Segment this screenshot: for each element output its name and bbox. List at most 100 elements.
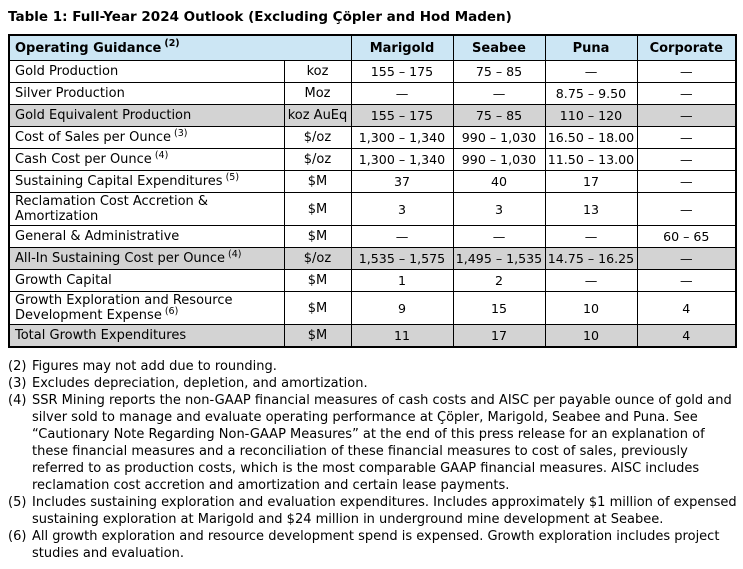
cell-puna: 10 (544, 324, 638, 347)
table-row-silver-production: Silver Production Moz — — 8.75 – 9.50 — (8, 82, 737, 105)
row-label-cell: Growth Capital (8, 269, 285, 292)
cell-seabee: 2 (452, 269, 546, 292)
footnote-text: All growth exploration and resource deve… (32, 528, 720, 561)
row-unit: $/oz (283, 126, 352, 149)
table-row-gold-production: Gold Production koz 155 – 175 75 – 85 — … (8, 60, 737, 83)
footnote-number: (2) (8, 358, 27, 374)
footnote-text: Figures may not add due to rounding. (32, 358, 277, 374)
cell-puna: 13 (544, 192, 638, 226)
table-row-aisc: All-In Sustaining Cost per Ounce (4) $/oz… (8, 247, 737, 270)
footnote-text: Excludes depreciation, depletion, and am… (32, 375, 368, 391)
row-label: Gold Equivalent Production (15, 108, 192, 123)
row-label-cell: Gold Equivalent Production (8, 104, 285, 127)
row-unit: $M (283, 170, 352, 193)
cell-corporate: — (636, 126, 737, 149)
cell-puna: 16.50 – 18.00 (544, 126, 638, 149)
cell-marigold: 37 (350, 170, 454, 193)
row-unit: $M (283, 269, 352, 292)
row-unit: $M (283, 324, 352, 347)
table-row-sustaining-capex: Sustaining Capital Expenditures (5) $M 37… (8, 170, 737, 193)
row-label: Gold Production (15, 64, 119, 79)
cell-marigold: 1 (350, 269, 454, 292)
row-label-cell: Total Growth Expenditures (8, 324, 285, 347)
row-label-cell: General & Administrative (8, 225, 285, 248)
row-label-cell: All-In Sustaining Cost per Ounce (4) (8, 247, 285, 270)
header-footnote-sup: (2) (164, 38, 180, 50)
column-header-operating-guidance: Operating Guidance (2) (8, 34, 352, 61)
row-label: General & Administrative (15, 229, 180, 244)
row-footnote-sup: (3) (174, 127, 188, 139)
cell-seabee: 40 (452, 170, 546, 193)
footnote-text: Includes sustaining exploration and eval… (32, 494, 737, 527)
cell-marigold: 9 (350, 291, 454, 325)
table-row-cost-of-sales: Cost of Sales per Ounce (3) $/oz 1,300 – … (8, 126, 737, 149)
row-footnote-sup: (4) (154, 149, 169, 161)
footnote-6: (6) All growth exploration and resource … (8, 528, 737, 562)
cell-marigold: 1,300 – 1,340 (350, 148, 454, 171)
cell-marigold: 3 (350, 192, 454, 226)
cell-marigold: — (350, 225, 454, 248)
row-label: Reclamation Cost Accretion & Amortizatio… (15, 194, 209, 224)
table-row-reclamation: Reclamation Cost Accretion & Amortizatio… (8, 192, 737, 226)
row-label: Silver Production (15, 86, 125, 101)
table-row-growth-exploration: Growth Exploration and Resource Developm… (8, 291, 737, 325)
row-label-cell: Growth Exploration and Resource Developm… (8, 291, 285, 325)
row-unit: $M (283, 192, 352, 226)
cell-marigold: 11 (350, 324, 454, 347)
cell-marigold: 1,535 – 1,575 (350, 247, 454, 270)
row-unit: Moz (283, 82, 352, 105)
row-unit: koz AuEq (283, 104, 352, 127)
footnote-number: (4) (8, 392, 27, 408)
footnote-3: (3) Excludes depreciation, depletion, an… (8, 375, 737, 392)
footnote-2: (2) Figures may not add due to rounding. (8, 358, 737, 375)
cell-marigold: 155 – 175 (350, 104, 454, 127)
table-header: Operating Guidance (2) Marigold Seabee Pu… (8, 34, 737, 61)
table-row-total-growth: Total Growth Expenditures $M 11 17 10 4 (8, 324, 737, 347)
cell-seabee: 990 – 1,030 (452, 148, 546, 171)
cell-corporate: — (636, 269, 737, 292)
column-header-marigold: Marigold (350, 34, 454, 61)
header-row: Operating Guidance (2) Marigold Seabee Pu… (8, 34, 737, 61)
row-unit: $/oz (283, 148, 352, 171)
cell-puna: — (544, 225, 638, 248)
table-row-cash-cost: Cash Cost per Ounce (4) $/oz 1,300 – 1,34… (8, 148, 737, 171)
cell-marigold: — (350, 82, 454, 105)
table-row-growth-capital: Growth Capital $M 1 2 — — (8, 269, 737, 292)
header-label: Operating Guidance (15, 40, 162, 56)
row-label: Growth Capital (15, 273, 112, 288)
column-header-puna: Puna (544, 34, 638, 61)
cell-puna: 110 – 120 (544, 104, 638, 127)
table-title: Table 1: Full-Year 2024 Outlook (Excludi… (8, 9, 512, 25)
cell-corporate: 4 (636, 291, 737, 325)
row-footnote-sup: (6) (164, 305, 179, 317)
column-header-corporate: Corporate (636, 34, 737, 61)
cell-seabee: — (452, 225, 546, 248)
cell-puna: — (544, 60, 638, 83)
footnotes: (2) Figures may not add due to rounding.… (8, 358, 737, 562)
row-footnote-sup: (5) (225, 171, 240, 183)
row-label-cell: Cash Cost per Ounce (4) (8, 148, 285, 171)
row-unit: $M (283, 291, 352, 325)
cell-corporate: 4 (636, 324, 737, 347)
cell-corporate: — (636, 104, 737, 127)
footnote-number: (6) (8, 528, 27, 544)
outlook-table: Operating Guidance (2) Marigold Seabee Pu… (8, 34, 737, 348)
row-label: Sustaining Capital Expenditures (15, 174, 223, 189)
cell-corporate: 60 – 65 (636, 225, 737, 248)
row-label: Cash Cost per Ounce (15, 152, 152, 167)
cell-corporate: — (636, 247, 737, 270)
column-header-seabee: Seabee (452, 34, 546, 61)
row-label-cell: Reclamation Cost Accretion & Amortizatio… (8, 192, 285, 226)
footnote-number: (3) (8, 375, 27, 391)
cell-corporate: — (636, 192, 737, 226)
row-label: Cost of Sales per Ounce (15, 130, 172, 145)
row-label-cell: Cost of Sales per Ounce (3) (8, 126, 285, 149)
row-unit: koz (283, 60, 352, 83)
row-label-cell: Silver Production (8, 82, 285, 105)
footnote-5: (5) Includes sustaining exploration and … (8, 494, 737, 528)
cell-puna: 8.75 – 9.50 (544, 82, 638, 105)
cell-seabee: 15 (452, 291, 546, 325)
footnote-number: (5) (8, 494, 27, 510)
cell-puna: 14.75 – 16.25 (544, 247, 638, 270)
